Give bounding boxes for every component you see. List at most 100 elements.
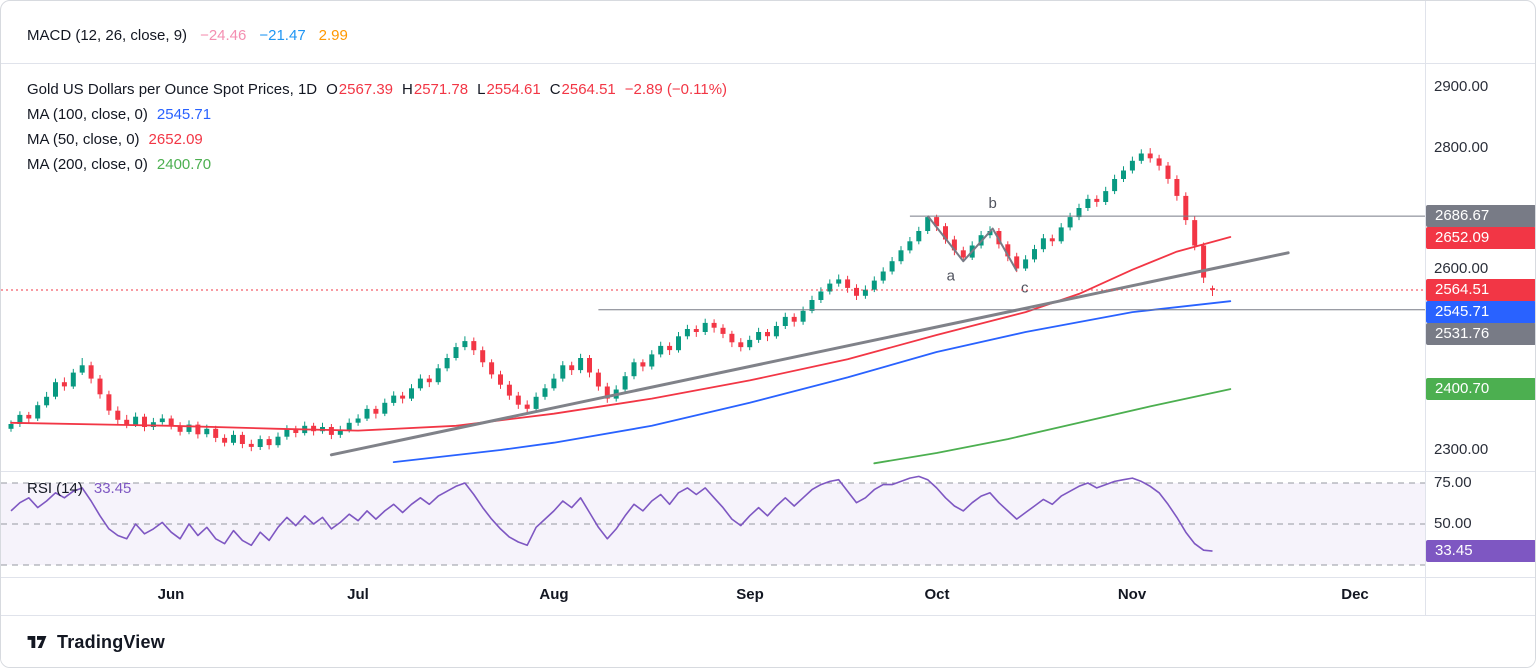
candle-body (667, 345, 673, 351)
candle-body (462, 341, 468, 348)
ma50-label: MA (50, close, 0) (27, 131, 140, 148)
time-axis[interactable]: Jun Jul Aug Sep Oct Nov Dec (1, 577, 1425, 615)
candle-body (578, 358, 584, 371)
candle-body (889, 261, 895, 272)
month-label-oct: Oct (924, 586, 950, 603)
candle-body (907, 241, 913, 251)
candle-body (960, 250, 966, 258)
price-rsi-pane-divider[interactable] (1, 471, 1535, 472)
candle-body (765, 332, 770, 337)
price-legend: Gold US Dollars per Ounce Spot Prices, 1… (27, 77, 727, 177)
ma200-legend-row[interactable]: MA (200, close, 0) 2400.70 (27, 152, 727, 177)
candle-body (124, 419, 130, 425)
candle-body (871, 280, 877, 290)
candle-body (702, 322, 708, 332)
candle-body (845, 279, 851, 288)
macd-title: MACD (12, 26, close, 9) (27, 27, 188, 44)
candle-body (1156, 158, 1162, 166)
tradingview-brand-text[interactable]: TradingView (57, 631, 165, 652)
candle-body (355, 418, 361, 423)
rsi-legend[interactable]: RSI (14) 33.45 (27, 480, 131, 497)
candle-body (862, 289, 868, 296)
candle-body (827, 283, 833, 292)
candle-body (880, 271, 886, 281)
candle-body (720, 327, 726, 334)
price-axis-badge: 2652.09 (1426, 227, 1535, 249)
candle-body (204, 428, 210, 435)
candle-body (257, 439, 263, 447)
price-tick-label: 2300.00 (1434, 441, 1489, 458)
month-label-aug: Aug (539, 586, 569, 603)
candle-body (159, 418, 165, 423)
ma50-value: 2652.09 (148, 131, 203, 148)
candle-body (640, 362, 646, 367)
abc-correction-line[interactable] (926, 215, 1018, 272)
candle-body (756, 332, 762, 340)
month-label-jul: Jul (347, 586, 369, 603)
candle-body (106, 394, 112, 411)
candle-body (1023, 259, 1029, 269)
attribution-footer: TradingView (1, 615, 1535, 667)
candle-body (231, 434, 236, 443)
candle-body (266, 439, 272, 446)
month-label-sep: Sep (736, 586, 764, 603)
macd-price-pane-divider[interactable] (1, 63, 1535, 64)
candle-body (195, 424, 201, 435)
candle-body (773, 326, 779, 337)
candle-body (818, 291, 824, 300)
candle-body (800, 310, 806, 322)
candle-body (676, 336, 681, 351)
candle-body (1067, 217, 1073, 228)
candle-body (453, 347, 459, 358)
ma200-line (873, 388, 1232, 465)
candle-body (444, 358, 450, 369)
candle-body (506, 384, 512, 396)
candle-body (1103, 191, 1109, 202)
candle-body (711, 322, 717, 328)
candle-body (898, 250, 904, 262)
change-value: −2.89 (−0.11%) (624, 81, 728, 98)
candle-body (622, 376, 628, 390)
ma100-legend-row[interactable]: MA (100, close, 0) 2545.71 (27, 102, 727, 127)
candle-body (587, 358, 592, 373)
candle-body (1032, 249, 1037, 260)
candle-body (524, 404, 530, 409)
candle-body (1040, 238, 1046, 250)
price-axis[interactable]: 2900.00 2800.00 2600.00 2300.00 2686.67 2652.… (1425, 1, 1535, 577)
candle-body (1174, 179, 1180, 196)
tradingview-logo-icon[interactable] (25, 630, 49, 654)
wave-label-a: a (947, 268, 956, 285)
symbol-legend-row[interactable]: Gold US Dollars per Ounce Spot Prices, 1… (27, 77, 727, 102)
candle-body (35, 405, 41, 419)
symbol-title: Gold US Dollars per Ounce Spot Prices, 1… (27, 81, 318, 98)
rsi-tick-label: 75.00 (1434, 474, 1472, 491)
candle-body (1049, 238, 1055, 242)
candle-body (738, 342, 744, 348)
candle-body (435, 368, 441, 383)
candle-body (17, 414, 23, 424)
macd-signal-value: 2.99 (318, 27, 348, 44)
price-axis-badge: 2545.71 (1426, 301, 1535, 323)
candle-body (782, 316, 788, 326)
candle-body (8, 424, 14, 429)
price-axis-badge: 2686.67 (1426, 205, 1535, 227)
ascending-trendline[interactable] (329, 251, 1290, 457)
close-value: C 2564.51 (549, 81, 616, 98)
rsi-axis-badge: 33.45 (1426, 540, 1535, 562)
ma50-legend-row[interactable]: MA (50, close, 0) 2652.09 (27, 127, 727, 152)
price-axis-badge: 2531.76 (1426, 323, 1535, 345)
candle-body (480, 350, 486, 363)
rsi-title: RSI (14) (27, 480, 83, 497)
candle-body (409, 388, 414, 399)
candle-body (88, 365, 94, 379)
macd-legend[interactable]: MACD (12, 26, close, 9) −24.46 −21.47 2.… (27, 27, 348, 44)
macd-line-value: −21.47 (259, 27, 306, 44)
price-chart-canvas[interactable]: a b c (1, 63, 1425, 471)
candle-body (747, 339, 753, 348)
candle-body (293, 428, 299, 433)
rsi-chart-canvas[interactable] (1, 471, 1425, 577)
candle-body (1094, 198, 1100, 202)
candle-body (177, 425, 183, 432)
candle-body (239, 434, 245, 444)
high-value: H 2571.78 (402, 81, 469, 98)
